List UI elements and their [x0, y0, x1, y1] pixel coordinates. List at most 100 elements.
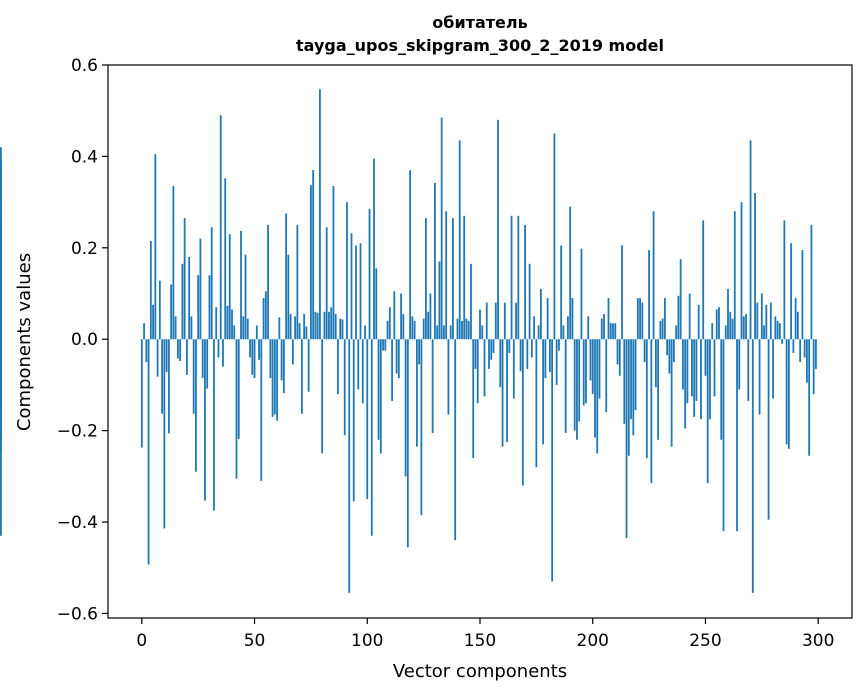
bar: [476, 339, 479, 404]
bar: [558, 339, 560, 351]
bar: [648, 250, 650, 340]
bar: [614, 323, 617, 340]
bar: [778, 323, 781, 340]
bar: [774, 316, 777, 340]
bar: [754, 192, 756, 340]
bar: [661, 318, 664, 340]
bar: [258, 339, 260, 360]
bar: [704, 339, 707, 376]
bar: [542, 339, 545, 445]
bar: [355, 245, 357, 340]
bar: [503, 302, 506, 340]
bar: [481, 325, 484, 340]
bar: [666, 339, 669, 356]
bar: [530, 339, 533, 358]
bar: [663, 298, 666, 340]
bar: [346, 202, 348, 340]
y-tick-label: −0.2: [57, 422, 98, 442]
bar: [623, 339, 626, 424]
bar: [506, 339, 508, 443]
bar: [591, 339, 594, 395]
bar: [792, 339, 795, 353]
bar: [298, 323, 301, 340]
bar: [693, 339, 696, 417]
bar: [427, 311, 430, 340]
bar: [483, 339, 486, 397]
x-tick-label: 300: [802, 631, 834, 651]
bar: [235, 339, 238, 479]
bar: [348, 339, 351, 593]
bar: [269, 339, 272, 379]
bar: [510, 215, 513, 340]
bar: [278, 317, 281, 340]
chart-title: обитатель: [432, 13, 527, 32]
bar: [228, 234, 231, 340]
bar: [197, 275, 200, 340]
bar: [501, 339, 504, 447]
bar: [163, 339, 166, 529]
bar: [0, 165, 2, 340]
bar: [512, 339, 515, 399]
bar: [684, 339, 687, 429]
bar: [580, 248, 583, 340]
bar: [576, 339, 578, 440]
bar: [639, 298, 641, 340]
bar: [325, 227, 328, 340]
bar: [167, 339, 170, 434]
bar: [467, 320, 470, 340]
bar: [596, 339, 599, 454]
bar: [652, 211, 655, 340]
bar: [465, 318, 468, 340]
bar: [264, 291, 267, 340]
bar: [147, 339, 150, 565]
bar: [612, 323, 614, 340]
bar: [422, 318, 425, 340]
bar: [343, 339, 346, 436]
bar: [395, 339, 398, 374]
bar: [231, 309, 233, 340]
bar: [339, 318, 342, 340]
bar: [404, 339, 407, 477]
bar: [765, 304, 768, 340]
bar: [285, 213, 288, 340]
bar: [488, 339, 490, 369]
bar: [560, 245, 563, 340]
bar: [682, 339, 684, 390]
plot-frame: [107, 64, 853, 619]
bar: [715, 309, 718, 340]
bar: [249, 339, 251, 358]
bar: [321, 339, 324, 454]
bar: [341, 319, 344, 340]
bar: [621, 245, 623, 340]
chart-subtitle: tayga_upos_skipgram_300_2_2019 model: [296, 36, 664, 55]
x-tick-label: 50: [244, 631, 266, 651]
bar: [210, 227, 213, 340]
bar: [204, 339, 206, 501]
bar: [763, 325, 765, 340]
bar: [190, 316, 193, 340]
bar: [400, 293, 402, 340]
bar: [533, 316, 536, 340]
bar: [440, 117, 443, 340]
bar: [738, 339, 741, 390]
bar: [402, 314, 405, 340]
bar: [587, 316, 590, 340]
bar: [233, 325, 236, 340]
bar: [654, 339, 657, 388]
bar: [790, 243, 793, 340]
y-tick-label: 0.4: [71, 147, 98, 167]
bar: [650, 339, 653, 484]
bar: [567, 316, 569, 340]
bar: [463, 215, 466, 340]
bar: [675, 325, 678, 340]
bar: [641, 302, 644, 340]
bar: [630, 339, 632, 420]
bar: [756, 302, 759, 340]
bar: [497, 119, 499, 340]
bar: [589, 339, 592, 381]
bar: [409, 170, 412, 340]
bar: [564, 339, 567, 433]
bar: [303, 314, 306, 340]
bar: [388, 307, 391, 340]
